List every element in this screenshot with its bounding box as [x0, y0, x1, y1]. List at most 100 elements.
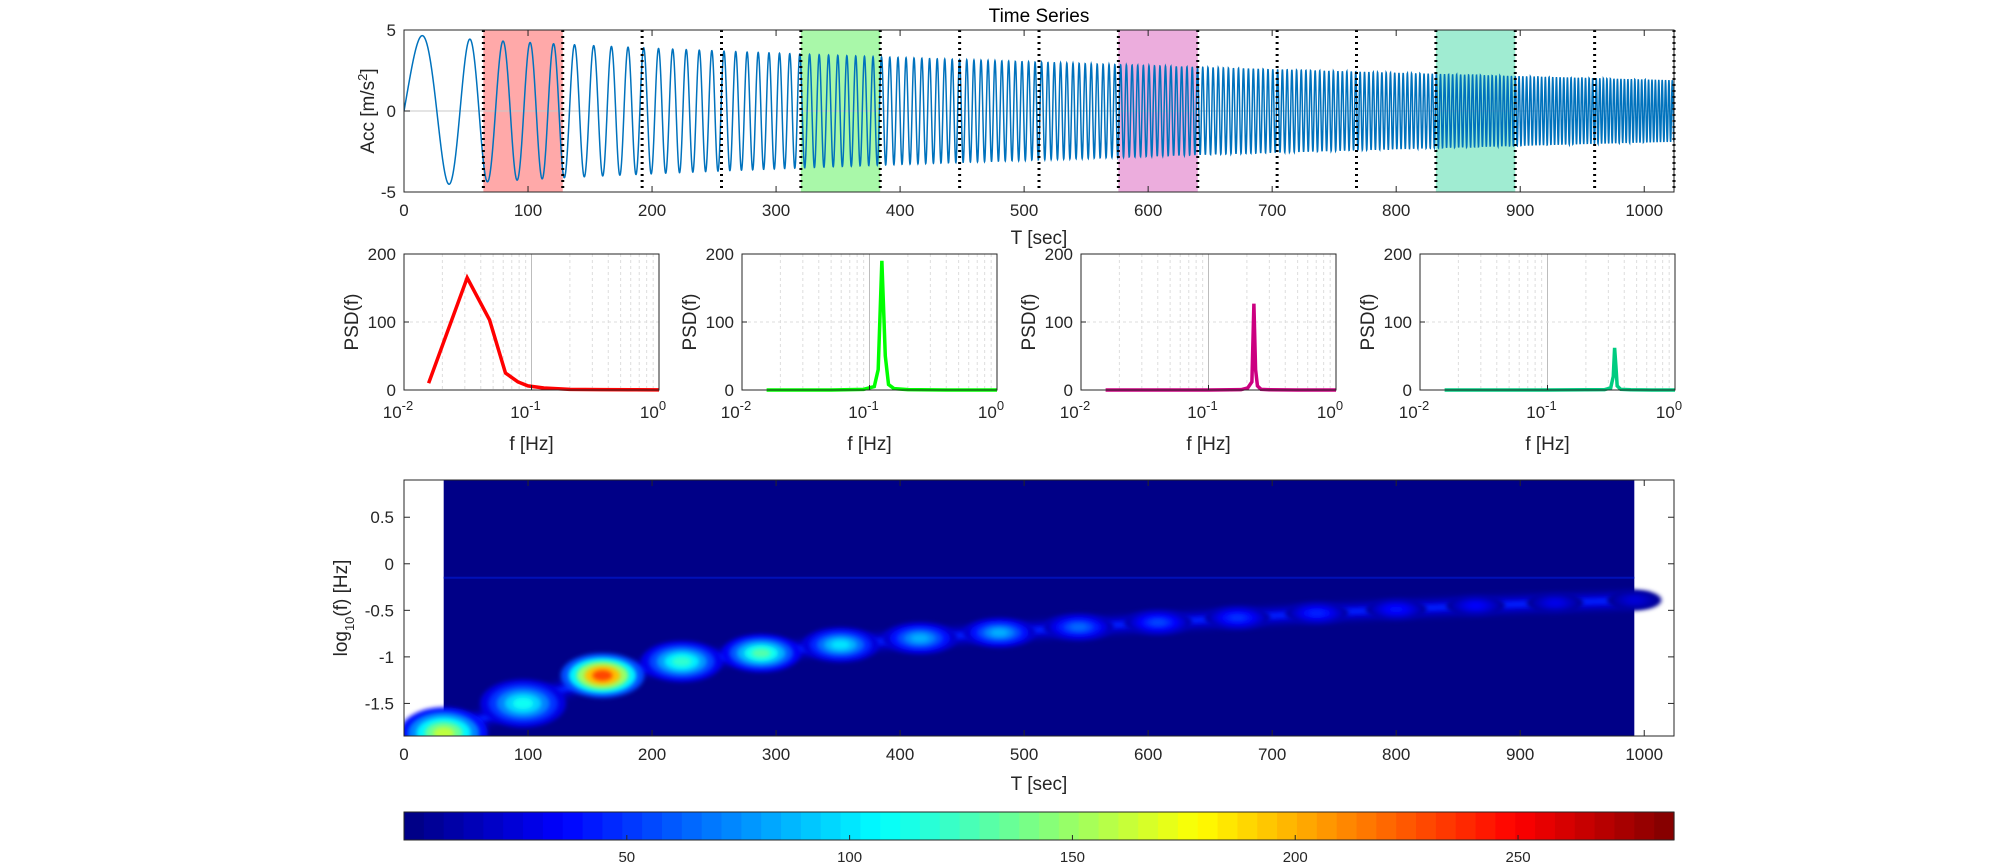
- psd-grid: [404, 254, 659, 390]
- colorbar-cell: [1515, 812, 1536, 840]
- x-tick-label: 100: [1317, 398, 1343, 422]
- x-tick-label: 10-2: [1399, 398, 1429, 422]
- heatmap-blob: [1070, 623, 1088, 631]
- x-axis-ticks: 0 100 200 300 400 500 600 700 800 900 1000: [399, 30, 1663, 220]
- colorbar-cell: [1554, 812, 1576, 840]
- heatmap-blob: [672, 656, 692, 667]
- colorbar-cell: [781, 812, 802, 840]
- heatmap-blob: [1627, 597, 1641, 603]
- x-tick-label: 800: [1382, 201, 1410, 220]
- y-tick-label: 100: [368, 313, 396, 332]
- x-tick-label: 900: [1506, 745, 1534, 764]
- psd-grid: [742, 254, 997, 390]
- y-tick-label: -5: [381, 183, 396, 202]
- colorbar-cell: [423, 812, 445, 840]
- colorbar-cell: [1039, 812, 1060, 840]
- psd-chart-3: 10-2 10-1 100 0 100 200 f [Hz] PSD(f): [1019, 245, 1343, 455]
- x-tick-label: 200: [638, 745, 666, 764]
- y-tick-label: 0.5: [370, 508, 394, 527]
- y-tick-label: 5: [387, 21, 396, 40]
- heatmap-blob: [751, 648, 771, 658]
- psd-grid: [1420, 254, 1675, 390]
- colorbar-cell: [404, 812, 425, 840]
- axis-ticks: 10-2 10-1 100 0 100 200: [706, 245, 1004, 422]
- colorbar-cell: [1356, 812, 1377, 840]
- heatmap-blob: [433, 726, 455, 736]
- colorbar-cell: [939, 812, 961, 840]
- heatmap-blob: [990, 629, 1008, 637]
- colorbar-cell: [642, 812, 663, 840]
- colorbar-cell: [542, 812, 564, 840]
- colorbar-cell: [1078, 812, 1100, 840]
- x-tick-label: 500: [1010, 201, 1038, 220]
- x-tick-label: 400: [886, 201, 914, 220]
- colorbar-cell: [1435, 812, 1457, 840]
- heatmap-blob: [512, 697, 534, 710]
- colorbar-tick-label: 100: [837, 849, 862, 866]
- colorbar-cell: [1158, 812, 1179, 840]
- colorbar-cell: [1614, 812, 1635, 840]
- heatmap-blob: [592, 670, 613, 681]
- colorbar-cell: [1574, 812, 1596, 840]
- y-tick-label: -0.5: [365, 601, 394, 620]
- colorbar-cell: [1019, 812, 1040, 840]
- colorbar-cell: [900, 812, 921, 840]
- colorbar-cell: [1296, 812, 1318, 840]
- y-tick-label: 200: [706, 245, 734, 264]
- y-axis-label: PSD(f): [342, 294, 363, 351]
- colorbar-cell: [661, 812, 683, 840]
- colorbar-cell: [1237, 812, 1258, 840]
- colorbar-cell: [999, 812, 1020, 840]
- y-tick-label: 200: [368, 245, 396, 264]
- time-series-chart: Time Series 0 100 200 300 400 500 600 700 800 900…: [355, 6, 1676, 249]
- psd-grid: [1081, 254, 1336, 390]
- x-tick-label: 10-1: [848, 398, 878, 422]
- colorbar-cell: [1495, 812, 1516, 840]
- colorbar-cell: [860, 812, 881, 840]
- x-axis-label: f [Hz]: [1525, 434, 1569, 455]
- x-tick-label: 600: [1134, 201, 1162, 220]
- x-tick-label: 200: [638, 201, 666, 220]
- x-tick-label: 100: [514, 745, 542, 764]
- psd-chart-1: 10-2 10-1 100 0 100 200 f [Hz] PSD(f): [342, 245, 666, 455]
- x-tick-label: 400: [886, 745, 914, 764]
- y-axis-label: PSD(f): [680, 294, 701, 351]
- y-tick-label: 200: [1384, 245, 1412, 264]
- x-tick-label: 300: [762, 745, 790, 764]
- heatmap-blob: [1229, 614, 1246, 621]
- colorbar-cell: [602, 812, 623, 840]
- colorbar-cell: [959, 812, 981, 840]
- x-tick-label: 1000: [1625, 201, 1663, 220]
- psd-line: [1105, 303, 1336, 392]
- axis-ticks: 10-2 10-1 100 0 100 200: [1045, 245, 1343, 422]
- colorbar-cell: [1138, 812, 1159, 840]
- colorbar-cell: [800, 812, 822, 840]
- y-tick-label: 100: [1045, 313, 1073, 332]
- psd-line: [1444, 347, 1675, 392]
- colorbar-cell: [503, 812, 524, 840]
- y-tick-label: 200: [1045, 245, 1073, 264]
- x-tick-label: 300: [762, 201, 790, 220]
- x-axis-label: f [Hz]: [1186, 434, 1230, 455]
- x-tick-label: 900: [1506, 201, 1534, 220]
- colorbar-cell: [1634, 812, 1655, 840]
- colorbar-cell: [1654, 812, 1675, 840]
- spectrogram-chart: 0 100 200 300 400 500 600 700 800 900 1000 -1.5-1-…: [331, 479, 1675, 795]
- x-tick-label: 600: [1134, 745, 1162, 764]
- colorbar-cell: [1416, 812, 1437, 840]
- chart-title: Time Series: [989, 6, 1090, 27]
- x-tick-label: 0: [399, 201, 408, 220]
- colorbar-cell: [681, 812, 703, 840]
- x-tick-label: 0: [399, 745, 408, 764]
- y-axis-label: log10(f) [Hz]: [331, 560, 357, 657]
- x-tick-label: 100: [1656, 398, 1682, 422]
- x-tick-label: 10-1: [1187, 398, 1217, 422]
- y-tick-label: -1.5: [365, 694, 394, 713]
- colorbar-cell: [1098, 812, 1119, 840]
- colorbar-tick-label: 50: [618, 849, 635, 866]
- heatmap-blob: [831, 640, 850, 649]
- colorbar-cell: [523, 812, 544, 840]
- psd-line: [426, 273, 660, 392]
